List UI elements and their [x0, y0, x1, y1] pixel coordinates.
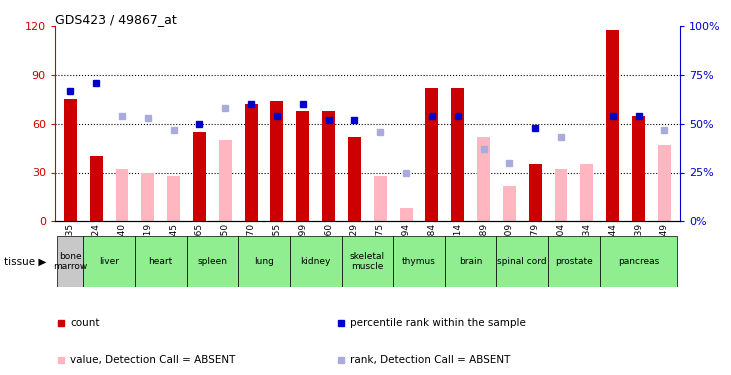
Text: spleen: spleen [197, 257, 227, 266]
Bar [503, 186, 516, 221]
Text: liver: liver [99, 257, 119, 266]
Bar [425, 88, 439, 221]
Bar [341, 236, 393, 287]
Bar [599, 236, 677, 287]
Text: rank, Detection Call = ABSENT: rank, Detection Call = ABSENT [350, 355, 510, 365]
Bar [290, 236, 341, 287]
Text: bone
marrow: bone marrow [53, 252, 88, 271]
Text: brain: brain [459, 257, 482, 266]
Text: thymus: thymus [402, 257, 436, 266]
Bar [141, 172, 154, 221]
Bar [193, 132, 206, 221]
Bar [658, 145, 671, 221]
Bar [219, 140, 232, 221]
Bar [322, 111, 335, 221]
Text: percentile rank within the sample: percentile rank within the sample [350, 318, 526, 327]
Text: tissue ▶: tissue ▶ [4, 256, 46, 267]
Text: count: count [70, 318, 100, 327]
Text: value, Detection Call = ABSENT: value, Detection Call = ABSENT [70, 355, 235, 365]
Bar [606, 30, 619, 221]
Bar [477, 137, 490, 221]
Bar [374, 176, 387, 221]
Bar [270, 101, 284, 221]
Bar [632, 116, 645, 221]
Bar [451, 88, 464, 221]
Text: skeletal
muscle: skeletal muscle [349, 252, 385, 271]
Text: spinal cord: spinal cord [498, 257, 547, 266]
Bar [580, 164, 594, 221]
Text: lung: lung [254, 257, 274, 266]
Bar [83, 236, 135, 287]
Bar [167, 176, 180, 221]
Bar [245, 104, 257, 221]
Bar [548, 236, 599, 287]
Bar [555, 169, 567, 221]
Bar [393, 236, 444, 287]
Bar [135, 236, 186, 287]
Text: GDS423 / 49867_at: GDS423 / 49867_at [55, 13, 177, 26]
Bar [186, 236, 238, 287]
Bar [496, 236, 548, 287]
Text: kidney: kidney [300, 257, 331, 266]
Bar [115, 169, 129, 221]
Bar [64, 99, 77, 221]
Bar [238, 236, 290, 287]
Bar [348, 137, 361, 221]
Bar [58, 236, 83, 287]
Bar [400, 208, 412, 221]
Text: heart: heart [148, 257, 173, 266]
Text: pancreas: pancreas [618, 257, 659, 266]
Bar [90, 156, 102, 221]
Bar [296, 111, 309, 221]
Bar [529, 164, 542, 221]
Text: prostate: prostate [555, 257, 593, 266]
Bar [444, 236, 496, 287]
